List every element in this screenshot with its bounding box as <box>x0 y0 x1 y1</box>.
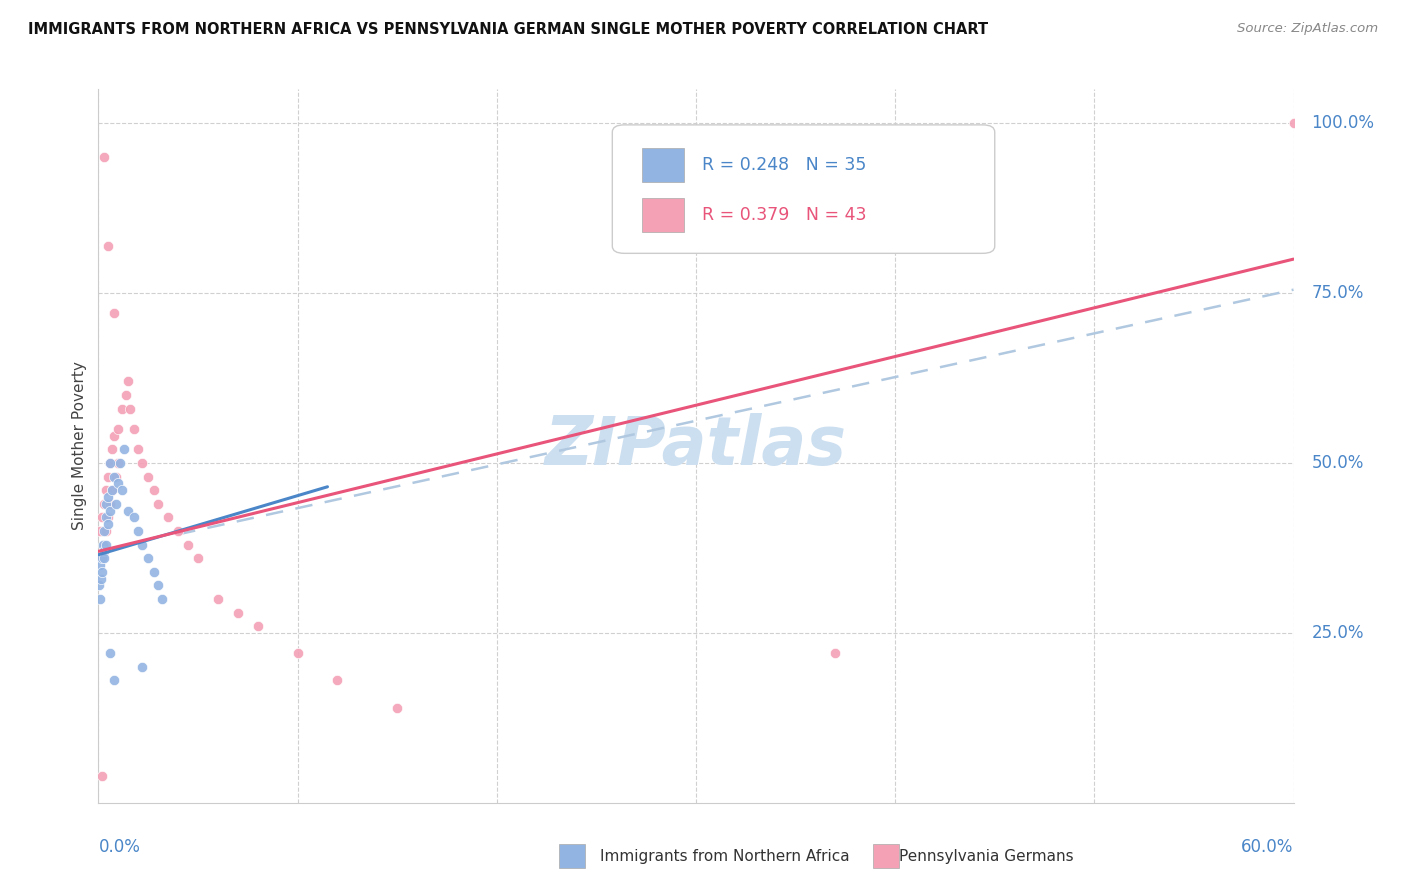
Point <box>89 578 111 592</box>
Point <box>226 606 249 620</box>
Point <box>97 517 120 532</box>
Point <box>107 422 129 436</box>
Point <box>91 565 114 579</box>
Point <box>103 673 125 688</box>
Point <box>107 476 129 491</box>
Point <box>97 510 120 524</box>
Text: 75.0%: 75.0% <box>1312 284 1364 302</box>
Point <box>131 456 153 470</box>
Text: R = 0.248   N = 35: R = 0.248 N = 35 <box>702 156 866 174</box>
Point <box>150 591 173 606</box>
Point <box>89 591 111 606</box>
Point <box>93 524 115 538</box>
Point <box>207 591 229 606</box>
Point <box>97 238 120 252</box>
Point <box>157 510 180 524</box>
Point <box>96 510 118 524</box>
Y-axis label: Single Mother Poverty: Single Mother Poverty <box>72 361 87 531</box>
Text: Immigrants from Northern Africa: Immigrants from Northern Africa <box>600 849 851 863</box>
Point <box>131 660 153 674</box>
Point <box>93 497 115 511</box>
Point <box>124 422 146 436</box>
Point <box>89 524 111 538</box>
Point <box>89 558 111 572</box>
Point <box>110 456 132 470</box>
Point <box>112 442 135 457</box>
Text: 50.0%: 50.0% <box>1312 454 1364 472</box>
Text: ZIPatlas: ZIPatlas <box>546 413 846 479</box>
Point <box>103 469 125 483</box>
Point <box>148 578 170 592</box>
Point <box>97 469 120 483</box>
Point <box>91 551 114 566</box>
Point <box>1282 116 1305 130</box>
Point <box>111 401 134 416</box>
Point <box>120 401 142 416</box>
Point <box>98 646 122 660</box>
Text: Pennsylvania Germans: Pennsylvania Germans <box>900 849 1074 863</box>
Point <box>105 469 128 483</box>
Point <box>187 551 209 566</box>
Bar <box>558 844 585 869</box>
Point <box>136 551 159 566</box>
Point <box>93 537 115 551</box>
Point <box>148 497 170 511</box>
Text: 100.0%: 100.0% <box>1312 114 1375 132</box>
Bar <box>643 148 683 182</box>
Point <box>101 442 124 457</box>
Point <box>287 646 309 660</box>
Point <box>124 510 146 524</box>
Point <box>143 565 166 579</box>
Point <box>385 700 409 714</box>
Point <box>93 544 115 558</box>
Bar <box>873 844 900 869</box>
Point <box>131 537 153 551</box>
Point <box>143 483 166 498</box>
Point <box>93 150 115 164</box>
Point <box>98 497 122 511</box>
Point <box>111 483 134 498</box>
Point <box>115 388 138 402</box>
Point <box>167 524 190 538</box>
Point <box>96 483 118 498</box>
Point <box>91 510 114 524</box>
Point <box>98 503 122 517</box>
Point <box>103 429 125 443</box>
Point <box>103 306 125 320</box>
Point <box>96 537 118 551</box>
Point <box>91 769 114 783</box>
Point <box>117 375 139 389</box>
Point <box>127 442 149 457</box>
Text: 25.0%: 25.0% <box>1312 624 1364 642</box>
Point <box>101 483 124 498</box>
Point <box>107 456 129 470</box>
Point <box>93 537 115 551</box>
Point <box>117 503 139 517</box>
Point <box>91 551 114 566</box>
Point <box>96 497 118 511</box>
Point <box>101 483 124 498</box>
Point <box>326 673 349 688</box>
Point <box>136 469 159 483</box>
Text: 0.0%: 0.0% <box>98 838 141 856</box>
Bar <box>643 198 683 232</box>
Point <box>246 619 269 633</box>
Point <box>105 497 128 511</box>
Point <box>97 490 120 504</box>
Text: IMMIGRANTS FROM NORTHERN AFRICA VS PENNSYLVANIA GERMAN SINGLE MOTHER POVERTY COR: IMMIGRANTS FROM NORTHERN AFRICA VS PENNS… <box>28 22 988 37</box>
Point <box>98 456 122 470</box>
Point <box>96 524 118 538</box>
FancyBboxPatch shape <box>612 125 994 253</box>
Text: Source: ZipAtlas.com: Source: ZipAtlas.com <box>1237 22 1378 36</box>
Text: R = 0.379   N = 43: R = 0.379 N = 43 <box>702 206 866 224</box>
Point <box>127 524 149 538</box>
Text: 60.0%: 60.0% <box>1241 838 1294 856</box>
Point <box>177 537 200 551</box>
Point <box>98 456 122 470</box>
Point <box>824 646 846 660</box>
Point <box>90 572 112 586</box>
Point <box>93 551 115 566</box>
